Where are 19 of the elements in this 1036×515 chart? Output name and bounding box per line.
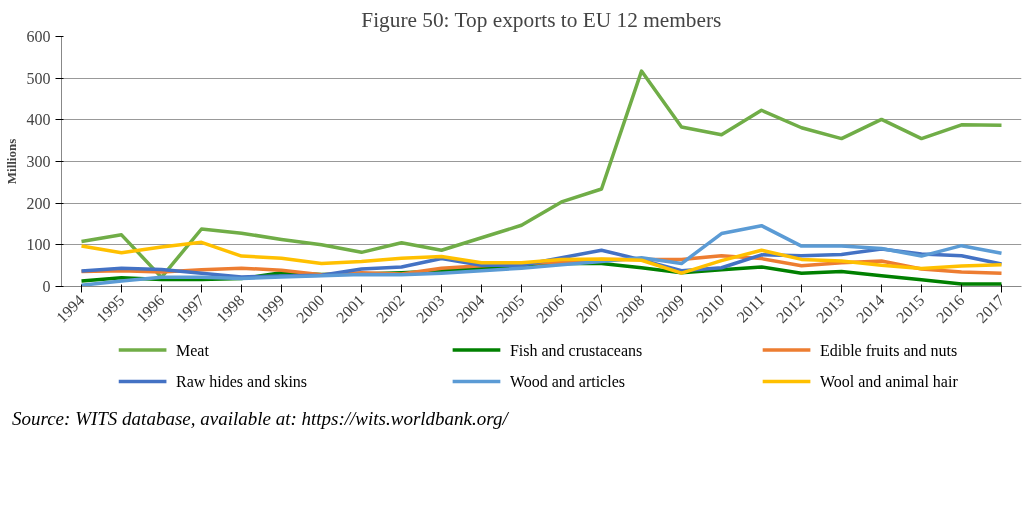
legend-label: Meat <box>175 341 210 359</box>
y-tick-label: 300 <box>26 153 51 170</box>
legend-label: Edible fruits and nuts <box>819 341 958 359</box>
y-tick-label: 400 <box>26 111 51 129</box>
y-tick-label: 600 <box>26 28 51 45</box>
legend-label: Fish and crustaceans <box>509 341 643 359</box>
y-tick-label: 100 <box>26 236 51 254</box>
x-tick-label: 2011 <box>733 291 768 326</box>
legend-label: Wool and animal hair <box>819 373 959 391</box>
y-tick-label: 0 <box>42 278 51 295</box>
line-series <box>79 223 1004 287</box>
y-tick-label: 500 <box>26 69 51 87</box>
legend-label: Wood and articles <box>509 373 626 391</box>
line-series <box>79 240 1004 275</box>
chart-title: Figure 50: Top exports to EU 12 members <box>361 7 722 32</box>
legend-label: Raw hides and skins <box>175 373 308 391</box>
y-tick-label: 200 <box>26 194 51 212</box>
source-note: Source: WITS database, available at: https://wits.worldbank.org/ <box>12 407 508 431</box>
y-axis-title: Millions <box>3 138 19 185</box>
